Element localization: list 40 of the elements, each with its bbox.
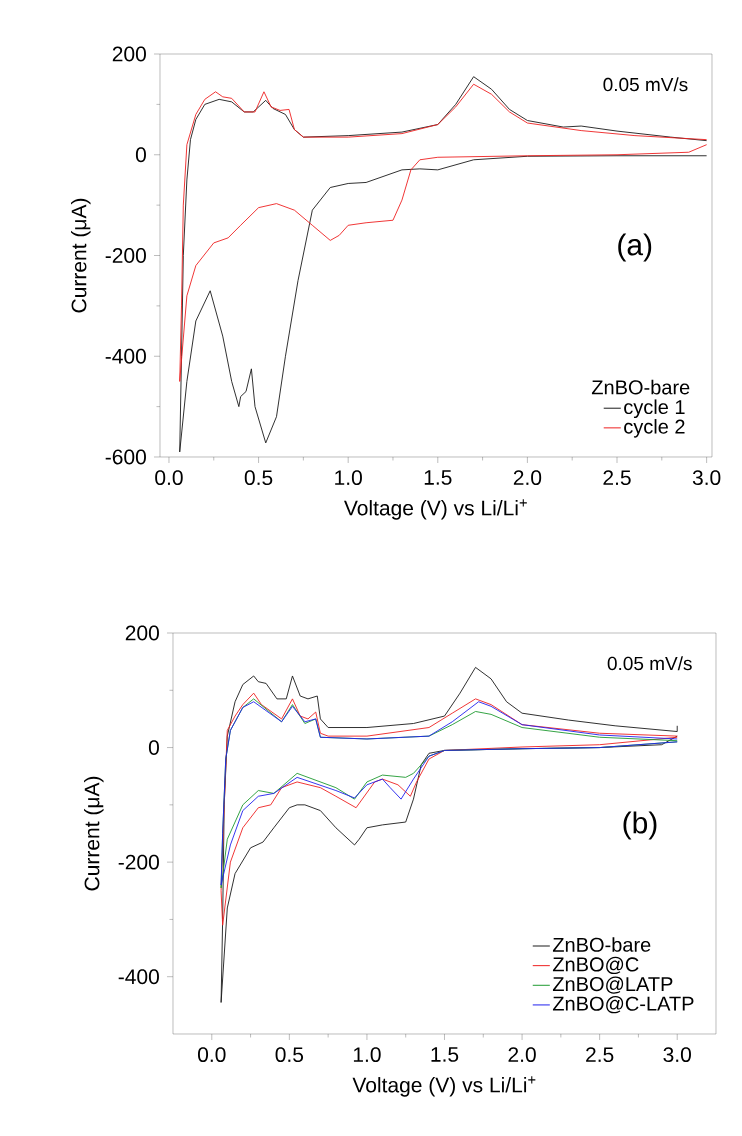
legend-label: ZnBO@C bbox=[552, 956, 639, 975]
y-tick-label: -200 bbox=[105, 248, 146, 263]
x-axis-title: Voltage (V) vs Li/Li$^{+}$ bbox=[352, 1076, 536, 1097]
y-tick-label: -200 bbox=[118, 854, 159, 870]
y-tick-label: -400 bbox=[118, 969, 159, 985]
x-tick-label: 1.5 bbox=[431, 1047, 459, 1062]
x-tick-label: 0.5 bbox=[244, 470, 273, 486]
x-tick-label: 3.0 bbox=[663, 1047, 691, 1063]
y-tick-label: -600 bbox=[105, 449, 146, 465]
y-tick-label: 200 bbox=[112, 46, 146, 62]
y-tick-label: -400 bbox=[105, 348, 146, 364]
x-tick-label: 2.0 bbox=[508, 1047, 536, 1063]
x-tick-label: 2.5 bbox=[603, 470, 631, 486]
x-tick-label: 1.5 bbox=[424, 470, 452, 485]
x-tick-label: 3.0 bbox=[692, 470, 721, 486]
x-tick-label: 1.0 bbox=[335, 470, 362, 486]
x-axis-title: Voltage (V) vs Li/Li$^{+}$ bbox=[344, 499, 527, 520]
x-tick-label: 1.0 bbox=[353, 1047, 381, 1063]
y-tick-label: 0 bbox=[148, 740, 159, 755]
line-series bbox=[179, 76, 708, 453]
legend-label: ZnBO@C-LATP bbox=[552, 996, 694, 1014]
x-tick-label: 0.5 bbox=[275, 1047, 304, 1063]
legend-label: ZnBO@LATP bbox=[552, 976, 673, 994]
annotation: 0.05 mV/s bbox=[603, 77, 688, 92]
legend-label: ZnBO-bare bbox=[552, 937, 651, 952]
x-tick-label: 2.0 bbox=[513, 470, 542, 486]
legend-title: ZnBO-bare bbox=[591, 379, 690, 395]
annotation: (a) bbox=[618, 233, 652, 262]
y-tick-label: 200 bbox=[125, 625, 159, 641]
annotation: 0.05 mV/s bbox=[607, 656, 692, 671]
y-axis-title: Current (μA) bbox=[71, 198, 91, 313]
y-axis-title: Current (μA) bbox=[84, 776, 104, 891]
x-tick-label: 0.0 bbox=[155, 470, 183, 486]
annotation: (b) bbox=[623, 811, 657, 840]
x-tick-label: 0.0 bbox=[198, 1047, 226, 1063]
legend-label: cycle 2 bbox=[624, 419, 685, 438]
x-tick-label: 2.5 bbox=[586, 1047, 614, 1063]
y-tick-label: 0 bbox=[135, 147, 146, 163]
legend-label: cycle 1 bbox=[624, 399, 685, 419]
line-series bbox=[220, 692, 678, 926]
